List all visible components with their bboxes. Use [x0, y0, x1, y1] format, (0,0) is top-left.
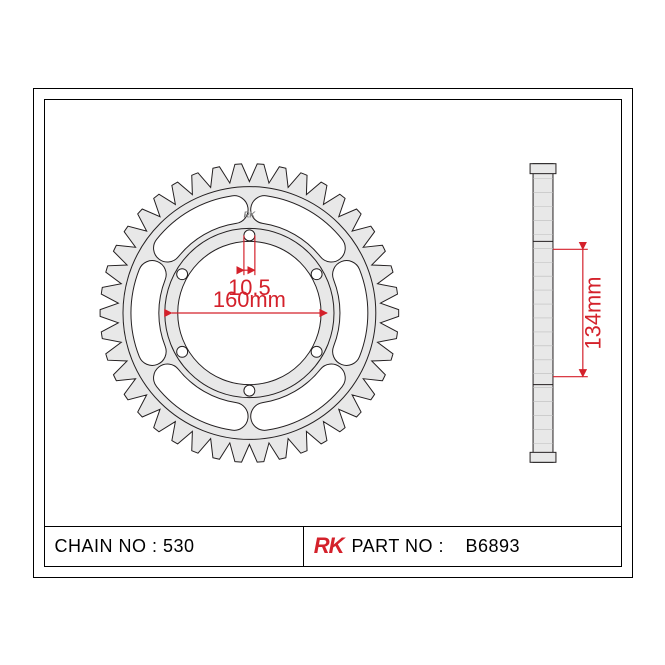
chain-value: 530 — [163, 536, 195, 557]
dim-inner: 134mm — [580, 276, 605, 349]
bolt-hole — [243, 229, 254, 240]
bolt-hole — [311, 268, 322, 279]
side-tooth-bot — [530, 452, 556, 462]
bolt-hole — [311, 346, 322, 357]
chain-label: CHAIN NO : — [55, 536, 158, 557]
bolt-hole — [176, 268, 187, 279]
side-body — [533, 163, 553, 462]
side-tooth-top — [530, 163, 556, 173]
bolt-hole — [243, 385, 254, 396]
sprocket-brand-mark: RK — [243, 210, 256, 219]
chain-cell: CHAIN NO : 530 — [45, 527, 304, 566]
part-value: B6893 — [466, 536, 521, 557]
dim-bcd: 160mm — [212, 287, 285, 312]
part-label: PART NO : — [351, 536, 444, 557]
bolt-hole — [176, 346, 187, 357]
title-block: CHAIN NO : 530 RK PART NO : B6893 — [44, 527, 622, 567]
part-cell: RK PART NO : B6893 — [304, 527, 621, 566]
drawing-sheet: RK10.5160mm134mm CHAIN NO : 530 RK PART … — [33, 88, 633, 578]
rk-logo: RK — [314, 533, 344, 559]
drawing-svg: RK10.5160mm134mm — [45, 100, 621, 526]
drawing-area: RK10.5160mm134mm — [44, 99, 622, 527]
